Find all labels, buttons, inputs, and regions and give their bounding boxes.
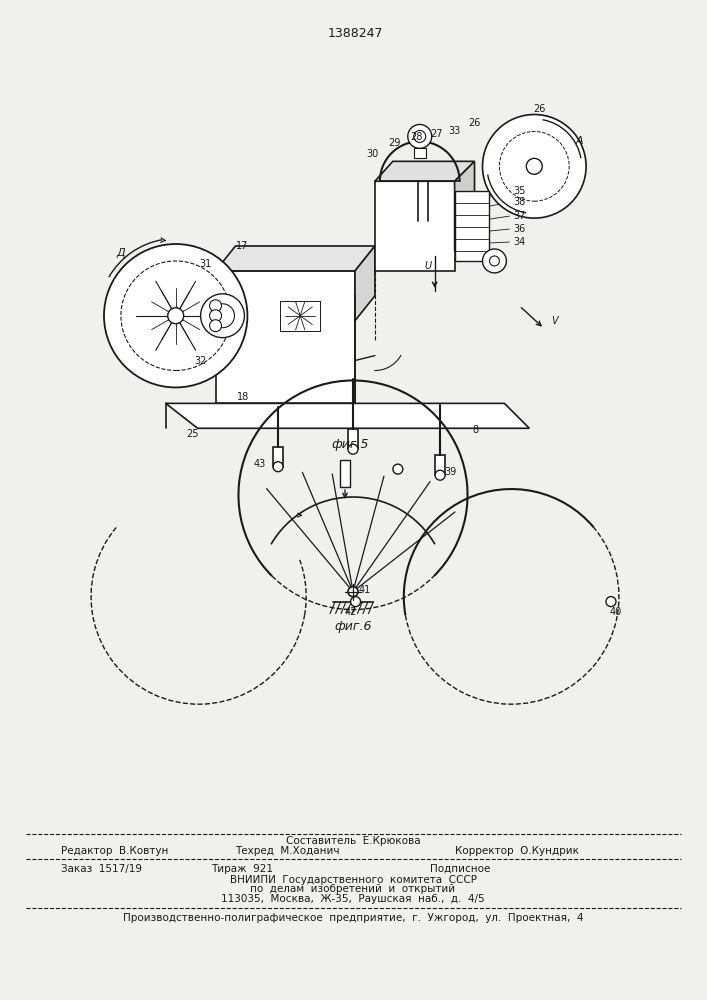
- Text: 28: 28: [411, 132, 423, 142]
- Circle shape: [348, 587, 358, 597]
- Text: ВНИИПИ  Государственного  комитета  СССР: ВНИИПИ Государственного комитета СССР: [230, 875, 477, 885]
- Text: 39: 39: [444, 467, 456, 477]
- Polygon shape: [216, 246, 375, 271]
- Text: 40: 40: [610, 607, 622, 617]
- Circle shape: [168, 308, 184, 324]
- Text: U: U: [424, 261, 431, 271]
- Polygon shape: [340, 460, 350, 487]
- Text: Составитель  Е.Крюкова: Составитель Е.Крюкова: [286, 836, 421, 846]
- Text: 25: 25: [187, 429, 199, 439]
- Circle shape: [489, 256, 499, 266]
- Polygon shape: [348, 429, 358, 449]
- Circle shape: [209, 300, 221, 312]
- Circle shape: [414, 130, 426, 142]
- Circle shape: [351, 597, 361, 607]
- Circle shape: [209, 310, 221, 322]
- Text: по  делам  изобретений  и  открытий: по делам изобретений и открытий: [250, 884, 455, 894]
- Circle shape: [211, 304, 235, 328]
- Text: А: А: [575, 136, 583, 146]
- Text: 30: 30: [367, 149, 379, 159]
- Text: 35: 35: [513, 186, 525, 196]
- Text: 34: 34: [513, 237, 525, 247]
- Text: Д: Д: [117, 248, 125, 258]
- Text: фиг.6: фиг.6: [334, 620, 372, 633]
- Circle shape: [435, 470, 445, 480]
- Text: Заказ  1517/19: Заказ 1517/19: [61, 864, 142, 874]
- Text: 1388247: 1388247: [327, 27, 382, 40]
- Text: 38: 38: [513, 197, 525, 207]
- Polygon shape: [435, 455, 445, 475]
- Polygon shape: [455, 161, 474, 251]
- Text: 31: 31: [199, 259, 211, 269]
- Text: фиг.5: фиг.5: [332, 438, 369, 451]
- Polygon shape: [273, 447, 283, 467]
- Text: 43: 43: [254, 459, 267, 469]
- Circle shape: [408, 124, 432, 148]
- Text: 26: 26: [533, 104, 546, 114]
- Text: Производственно-полиграфическое  предприятие,  г.  Ужгород,  ул.  Проектная,  4: Производственно-полиграфическое предприя…: [123, 913, 583, 923]
- Circle shape: [273, 462, 283, 472]
- Polygon shape: [375, 161, 474, 181]
- Text: 32: 32: [194, 356, 206, 366]
- Polygon shape: [455, 191, 489, 261]
- Circle shape: [482, 115, 586, 218]
- Text: 113035,  Москва,  Ж-35,  Раушская  наб.,  д.  4/5: 113035, Москва, Ж-35, Раушская наб., д. …: [221, 894, 485, 904]
- Text: 29: 29: [389, 138, 401, 148]
- Text: Подписное: Подписное: [430, 864, 490, 874]
- Text: 36: 36: [513, 224, 525, 234]
- Text: Редактор  В.Ковтун: Редактор В.Ковтун: [61, 846, 168, 856]
- Circle shape: [606, 597, 616, 607]
- Polygon shape: [216, 271, 355, 403]
- Text: 17: 17: [235, 241, 248, 251]
- Polygon shape: [375, 181, 455, 271]
- Text: Техред  М.Ходанич: Техред М.Ходанич: [235, 846, 340, 856]
- Polygon shape: [414, 148, 426, 158]
- Circle shape: [526, 158, 542, 174]
- Text: 27: 27: [431, 129, 443, 139]
- Text: 33: 33: [448, 126, 461, 136]
- Circle shape: [482, 249, 506, 273]
- Polygon shape: [355, 246, 375, 321]
- Circle shape: [393, 464, 403, 474]
- Text: 41: 41: [359, 585, 371, 595]
- Text: 37: 37: [513, 211, 525, 221]
- Circle shape: [209, 320, 221, 332]
- Text: 26: 26: [468, 118, 481, 128]
- Text: 8: 8: [472, 425, 478, 435]
- Text: V: V: [551, 316, 558, 326]
- Circle shape: [348, 444, 358, 454]
- Text: Тираж  921: Тираж 921: [211, 864, 273, 874]
- Polygon shape: [165, 403, 530, 428]
- Circle shape: [104, 244, 247, 387]
- Text: Корректор  О.Кундрик: Корректор О.Кундрик: [455, 846, 578, 856]
- Text: 18: 18: [238, 392, 250, 402]
- Circle shape: [201, 294, 245, 338]
- Text: 42: 42: [344, 607, 357, 617]
